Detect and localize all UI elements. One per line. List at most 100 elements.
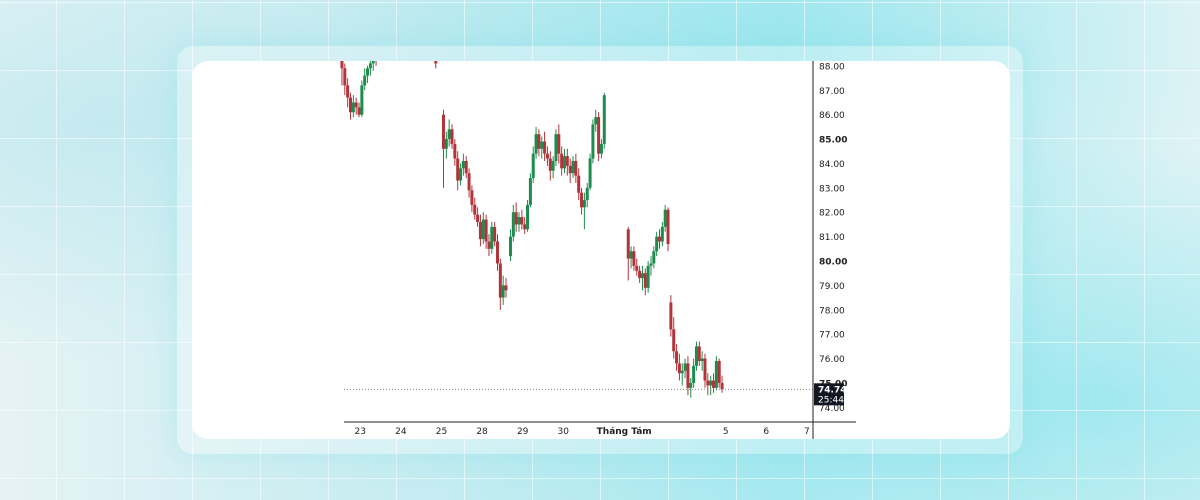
candle-body: [473, 204, 477, 215]
candle-body: [660, 226, 664, 242]
candle: [343, 63, 347, 96]
candle-body: [551, 161, 555, 171]
candle-body: [597, 117, 601, 154]
candle-body: [675, 351, 679, 364]
candle-body: [540, 141, 544, 149]
last-price-value: 74.74: [818, 385, 846, 395]
candle: [531, 146, 535, 183]
candle: [568, 158, 572, 183]
candle-body: [594, 117, 598, 125]
candle-body: [514, 212, 518, 225]
candle-body: [632, 251, 636, 266]
candle-body: [700, 358, 704, 362]
candle: [669, 295, 673, 337]
candle-body: [577, 175, 581, 193]
candle-body: [565, 156, 569, 166]
chart-card: 88.00 87.00 86.00 85.00 84.00 83.00 82.00 81.00…: [192, 61, 1010, 439]
candle: [574, 153, 578, 183]
candle: [675, 343, 679, 371]
price-axis[interactable]: 88.00 87.00 86.00 85.00 84.00 83.00 82.00 81.00…: [812, 61, 847, 439]
candle-body: [495, 241, 499, 264]
candle-body: [526, 204, 530, 230]
candle: [560, 146, 564, 176]
candle-body: [464, 161, 468, 174]
candle: [709, 375, 713, 396]
candle: [543, 131, 547, 162]
candle: [354, 97, 358, 115]
candle-body: [366, 68, 370, 76]
candle: [470, 185, 474, 213]
time-tick-label: Tháng Tám: [597, 427, 652, 437]
candle: [537, 129, 541, 157]
candle-body: [643, 273, 647, 288]
candle: [490, 221, 494, 254]
candle: [677, 353, 681, 381]
candle: [444, 131, 448, 159]
candle: [680, 363, 684, 386]
candle-body: [354, 102, 358, 108]
candle: [703, 353, 707, 388]
candle: [551, 156, 555, 179]
candle-body: [453, 143, 457, 159]
candle-body: [640, 273, 644, 279]
candle-body: [444, 139, 448, 149]
candle-body: [703, 358, 707, 381]
time-tick-label: 29: [517, 427, 529, 437]
candle: [371, 61, 375, 71]
candle: [476, 207, 480, 227]
candle: [498, 258, 502, 310]
candle-body: [508, 236, 512, 257]
candle-body: [531, 153, 535, 179]
candle: [453, 139, 457, 166]
candle-body: [545, 153, 549, 159]
time-axis[interactable]: 23 24 25 28 29 30 Tháng Tám 5 6 7: [344, 421, 856, 437]
price-tick-label: 87.00: [819, 87, 845, 97]
candle-body: [652, 251, 656, 264]
candle: [363, 68, 367, 91]
candle-body: [357, 107, 361, 115]
candle: [478, 214, 482, 247]
candle-body: [680, 370, 684, 374]
candle: [689, 378, 693, 398]
candle-body: [694, 346, 698, 366]
candle-body: [434, 61, 438, 64]
time-tick-label: 24: [395, 427, 407, 437]
time-tick-label: 6: [763, 427, 769, 437]
candle-body: [717, 361, 721, 383]
candle: [481, 212, 485, 244]
candle-body: [484, 219, 488, 242]
candle: [658, 229, 662, 249]
candle: [514, 202, 518, 232]
price-tick-label: 84.00: [819, 160, 845, 170]
candle: [540, 136, 544, 159]
candle-body: [490, 226, 494, 249]
candle-body: [638, 270, 642, 279]
time-tick-label: 23: [355, 427, 366, 437]
candle-body: [683, 363, 687, 371]
candle: [467, 168, 471, 198]
candle: [663, 204, 667, 232]
candle-body: [599, 143, 603, 154]
candle-body: [478, 221, 482, 240]
candle: [686, 356, 690, 396]
candle-body: [493, 226, 497, 242]
candle: [495, 234, 499, 271]
candle: [577, 168, 581, 201]
candle-body: [340, 61, 344, 69]
candle-body: [568, 165, 572, 174]
candle-body: [528, 178, 532, 205]
candle-body: [461, 161, 465, 169]
candlestick-chart[interactable]: 88.00 87.00 86.00 85.00 84.00 83.00 82.00 81.00…: [192, 61, 1010, 439]
candle-body: [580, 192, 584, 208]
candle: [441, 109, 445, 188]
price-tick-label: 76.00: [819, 355, 845, 365]
candle-body: [706, 380, 710, 386]
candle: [626, 226, 630, 281]
last-price-box: [814, 383, 844, 406]
price-tick-label: 83.00: [819, 184, 845, 194]
candle: [629, 246, 633, 269]
candle: [597, 112, 601, 162]
candle-body: [511, 212, 515, 237]
candle: [700, 351, 704, 371]
candle-body: [591, 124, 595, 159]
